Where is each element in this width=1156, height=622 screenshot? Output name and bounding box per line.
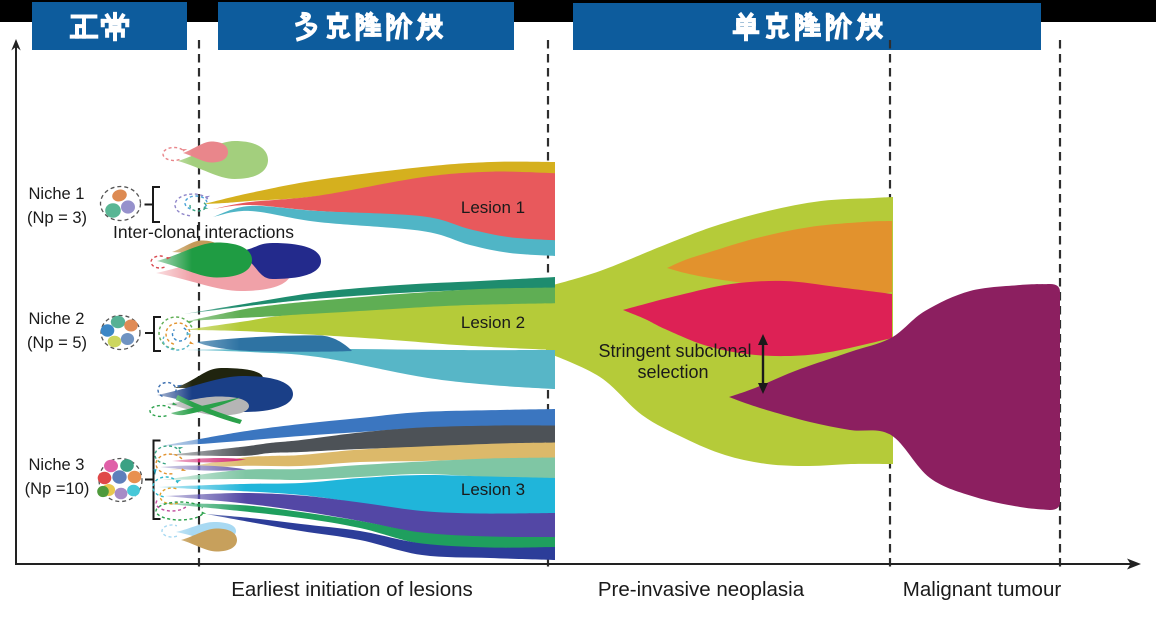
svg-text:(Np = 3): (Np = 3) bbox=[27, 209, 87, 227]
svg-text:selection: selection bbox=[637, 362, 708, 382]
svg-text:Stringent subclonal: Stringent subclonal bbox=[598, 341, 751, 361]
svg-text:Niche 2: Niche 2 bbox=[29, 310, 85, 328]
svg-text:Lesion 3: Lesion 3 bbox=[461, 480, 525, 499]
svg-text:Lesion 2: Lesion 2 bbox=[461, 313, 525, 332]
svg-text:(Np =10): (Np =10) bbox=[25, 480, 90, 498]
svg-text:Niche 1: Niche 1 bbox=[29, 185, 85, 203]
svg-text:(Np = 5): (Np = 5) bbox=[27, 334, 87, 352]
svg-text:Earliest initiation of lesions: Earliest initiation of lesions bbox=[231, 578, 473, 601]
svg-text:Malignant tumour: Malignant tumour bbox=[903, 578, 1062, 601]
svg-text:Lesion 1: Lesion 1 bbox=[461, 198, 525, 217]
svg-text:Pre-invasive neoplasia: Pre-invasive neoplasia bbox=[598, 578, 805, 601]
svg-text:Inter-clonal interactions: Inter-clonal interactions bbox=[113, 222, 294, 242]
svg-text:Niche 3: Niche 3 bbox=[29, 456, 85, 474]
